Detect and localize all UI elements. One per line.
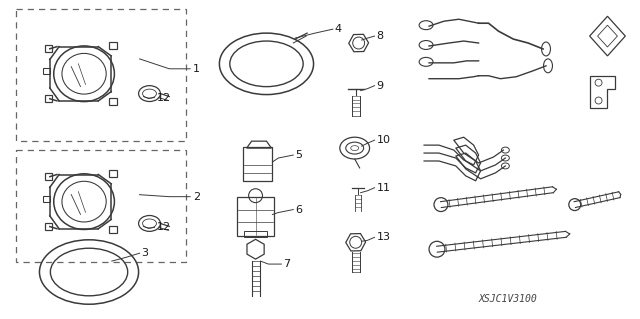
Text: XSJC1V3100: XSJC1V3100 (479, 294, 538, 304)
Bar (109, 170, 117, 177)
Text: 4: 4 (335, 24, 342, 34)
Text: 12: 12 (156, 222, 171, 233)
Text: 3: 3 (141, 248, 148, 258)
Bar (43, 68, 50, 74)
Bar (45, 95, 52, 102)
Text: 1: 1 (193, 64, 200, 74)
Bar (109, 226, 117, 233)
Bar (45, 223, 52, 230)
Text: 2: 2 (193, 192, 200, 202)
Text: 13: 13 (376, 232, 390, 242)
Bar (109, 98, 117, 105)
Bar (109, 42, 117, 49)
Bar (45, 173, 52, 180)
Text: 11: 11 (376, 183, 390, 193)
Text: 9: 9 (376, 81, 383, 91)
Text: 10: 10 (376, 135, 390, 145)
Bar (43, 196, 50, 202)
Text: 5: 5 (295, 150, 302, 160)
Text: 7: 7 (284, 259, 291, 269)
Text: 8: 8 (376, 31, 383, 41)
Text: 6: 6 (295, 204, 302, 215)
Bar (244, 231, 268, 237)
Bar (45, 45, 52, 52)
Text: 12: 12 (156, 93, 171, 102)
